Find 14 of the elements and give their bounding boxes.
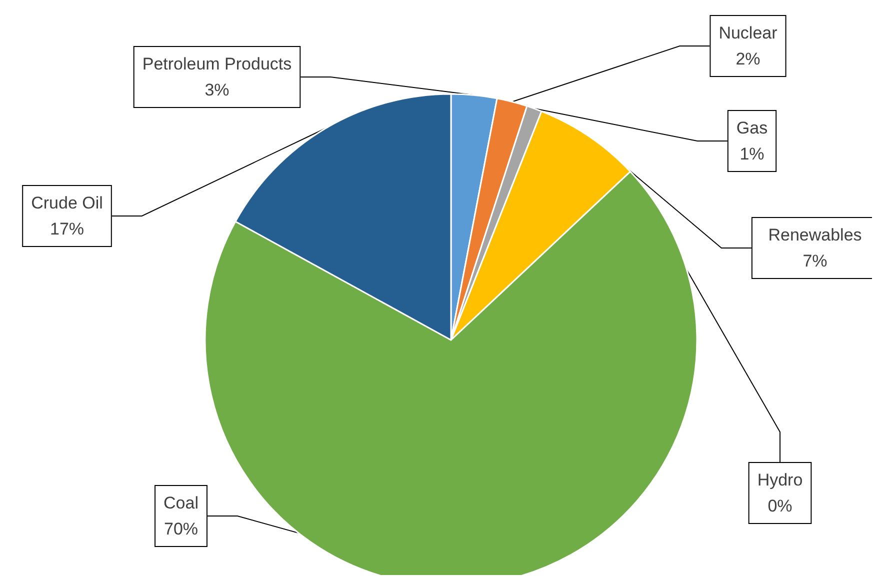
data-label: 2% xyxy=(736,50,760,68)
slice-label: Crude Oil xyxy=(31,194,103,212)
data-label: 17% xyxy=(50,220,84,238)
data-label: 70% xyxy=(164,520,198,538)
slice-label: Gas xyxy=(736,118,768,138)
slice-label: Coal xyxy=(164,494,198,512)
slice-label: Petroleum Products xyxy=(142,54,292,74)
category-label: Hydro xyxy=(757,470,803,490)
data-label: 1% xyxy=(740,144,764,164)
text: 0% xyxy=(768,496,792,516)
slice-label: Nuclear xyxy=(718,24,778,42)
data-label: 7% xyxy=(802,252,828,270)
data-label: 3% xyxy=(204,80,230,100)
slice-label: Renewables xyxy=(768,226,862,244)
